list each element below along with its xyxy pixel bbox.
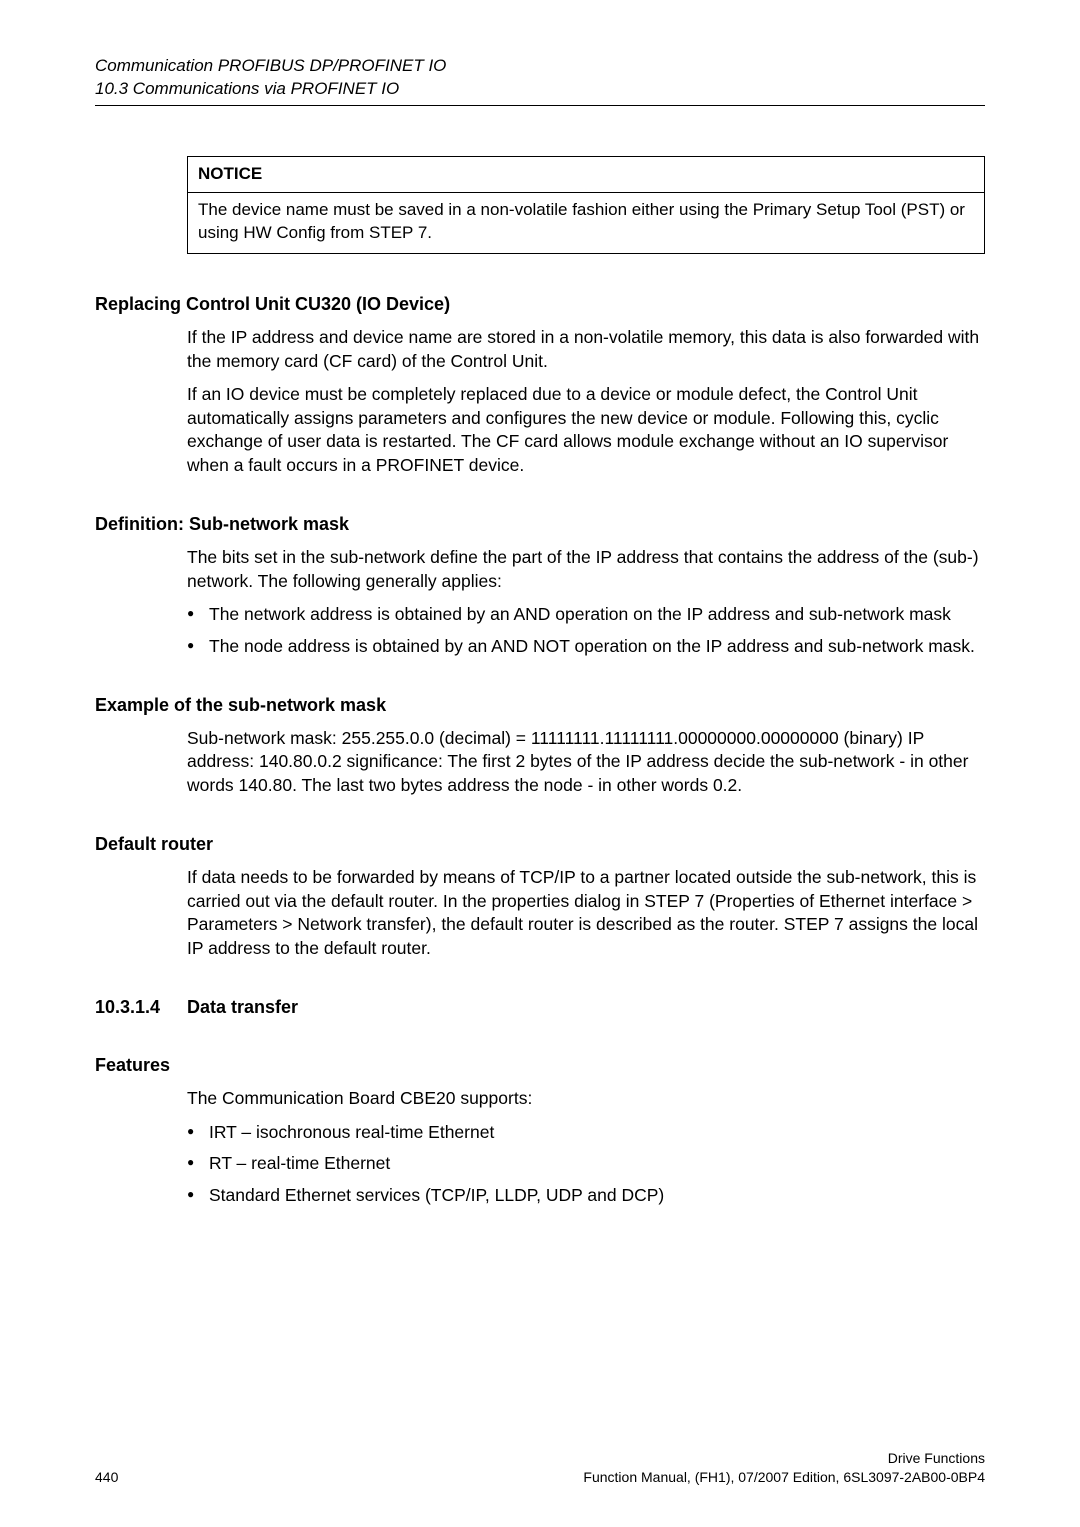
subsection-number: 10.3.1.4 bbox=[95, 995, 187, 1019]
replacing-p2: If an IO device must be completely repla… bbox=[187, 383, 985, 478]
page-number: 440 bbox=[95, 1468, 118, 1487]
features-list: IRT – isochronous real-time Ethernet RT … bbox=[187, 1121, 985, 1208]
footer-line2: Function Manual, (FH1), 07/2007 Edition,… bbox=[583, 1468, 985, 1487]
heading-features: Features bbox=[95, 1053, 985, 1077]
features-intro: The Communication Board CBE20 supports: bbox=[187, 1087, 985, 1111]
replacing-p1: If the IP address and device name are st… bbox=[187, 326, 985, 373]
chapter-title: Communication PROFIBUS DP/PROFINET IO bbox=[95, 55, 985, 78]
router-p1: If data needs to be forwarded by means o… bbox=[187, 866, 985, 961]
notice-box: NOTICE The device name must be saved in … bbox=[187, 156, 985, 254]
list-item: Standard Ethernet services (TCP/IP, LLDP… bbox=[187, 1184, 985, 1208]
subsection-title: Data transfer bbox=[187, 995, 298, 1019]
heading-example: Example of the sub-network mask bbox=[95, 693, 985, 717]
defmask-p1: The bits set in the sub-network define t… bbox=[187, 546, 985, 593]
section-title: 10.3 Communications via PROFINET IO bbox=[95, 78, 985, 106]
list-item: IRT – isochronous real-time Ethernet bbox=[187, 1121, 985, 1145]
subsection-heading: 10.3.1.4 Data transfer bbox=[95, 995, 985, 1019]
list-item: RT – real-time Ethernet bbox=[187, 1152, 985, 1176]
list-item: The network address is obtained by an AN… bbox=[187, 603, 985, 627]
heading-defmask: Definition: Sub-network mask bbox=[95, 512, 985, 536]
heading-router: Default router bbox=[95, 832, 985, 856]
page-footer: 440 Drive Functions Function Manual, (FH… bbox=[95, 1449, 985, 1487]
list-item: The node address is obtained by an AND N… bbox=[187, 635, 985, 659]
notice-body: The device name must be saved in a non-v… bbox=[188, 193, 984, 253]
defmask-list: The network address is obtained by an AN… bbox=[187, 603, 985, 658]
notice-heading: NOTICE bbox=[188, 157, 984, 193]
example-p1: Sub-network mask: 255.255.0.0 (decimal) … bbox=[187, 727, 985, 798]
heading-replacing: Replacing Control Unit CU320 (IO Device) bbox=[95, 292, 985, 316]
footer-line1: Drive Functions bbox=[583, 1449, 985, 1468]
